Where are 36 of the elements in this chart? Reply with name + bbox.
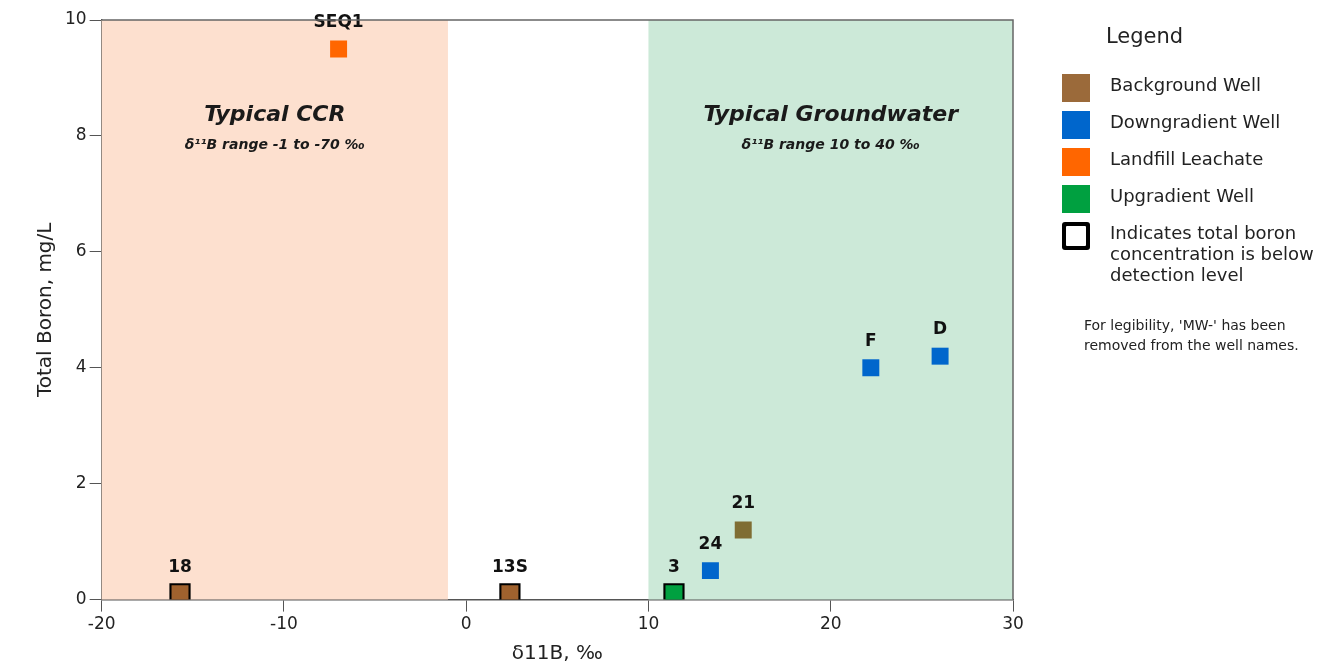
point <box>330 40 348 58</box>
y-axis-title: Total Boron, mg/L <box>32 221 57 399</box>
annotation: 24 <box>698 532 723 553</box>
annotation: D <box>933 318 948 339</box>
point <box>862 359 880 377</box>
annotation: F <box>865 329 877 350</box>
text: For legibility, 'MW-' has been removed from the well names. <box>1084 316 1300 356</box>
band-label: Typical CCR δ¹¹B range -1 to -70 ‰ <box>184 100 365 152</box>
x-tick-label: 30 <box>1002 613 1024 634</box>
y-tick-label: 10 <box>64 8 87 29</box>
x-tick-label: -10 <box>270 613 298 634</box>
annotation: 13S <box>491 555 528 576</box>
legend-label: Downgradient Well <box>1110 111 1281 132</box>
annotation: 3 <box>668 555 680 576</box>
point <box>734 521 752 539</box>
legend-title: Legend <box>1106 24 1185 48</box>
x-tick-label: 10 <box>637 613 660 634</box>
legend-label: Indicates total boron concentration is below detection level <box>1110 222 1315 285</box>
y-tick-label: 4 <box>75 356 87 377</box>
y-tick-label: 8 <box>75 124 87 145</box>
band-label: Typical Groundwater δ¹¹B range 10 to 40 ‰ <box>703 100 960 152</box>
point <box>931 347 949 365</box>
x-tick-label: -20 <box>87 613 116 634</box>
annotation: 21 <box>731 491 756 512</box>
x-tick-label: 0 <box>460 613 472 634</box>
y-tick-label: 0 <box>75 588 87 609</box>
y-tick-label: 2 <box>75 472 87 493</box>
x-tick-label: 20 <box>819 613 842 634</box>
legend-label: Upgradient Well <box>1110 185 1254 206</box>
annotation: 18 <box>168 555 192 576</box>
annotation: SEQ1 <box>313 10 364 31</box>
y-tick-label: 6 <box>75 240 87 261</box>
point <box>701 562 719 580</box>
x-axis-title: δ11B, ‰ <box>511 640 603 665</box>
legend-label: Background Well <box>1110 74 1261 95</box>
legend-label: Landfill Leachate <box>1110 148 1264 169</box>
